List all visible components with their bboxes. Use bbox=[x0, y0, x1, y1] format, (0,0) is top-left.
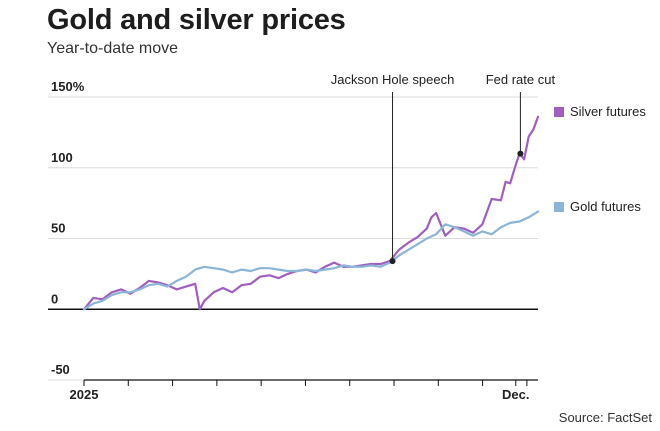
x-tick-label: Dec. bbox=[502, 387, 529, 402]
annotation-dot bbox=[389, 258, 396, 265]
chart-subtitle: Year-to-date move bbox=[47, 40, 179, 57]
y-tick-label: 150% bbox=[51, 79, 85, 94]
annotation-dot bbox=[517, 150, 524, 157]
chart-title: Gold and silver prices bbox=[47, 4, 346, 36]
series-line-gold-futures bbox=[82, 210, 540, 311]
y-tick-label: -50 bbox=[51, 362, 70, 377]
y-tick-label: 100 bbox=[51, 150, 73, 165]
y-tick-label: 0 bbox=[51, 291, 58, 306]
x-tick-label: 2025 bbox=[70, 387, 99, 402]
y-tick-label: 50 bbox=[51, 221, 65, 236]
annotation-label: Jackson Hole speech bbox=[331, 72, 455, 87]
source-note: Source: FactSet bbox=[558, 410, 652, 425]
legend-swatch bbox=[554, 107, 564, 117]
series-line-silver-futures bbox=[82, 115, 540, 311]
legend-label: Gold futures bbox=[570, 199, 641, 214]
annotation-label: Fed rate cut bbox=[486, 72, 556, 87]
legend-swatch bbox=[554, 202, 564, 212]
legend-label: Silver futures bbox=[570, 104, 646, 119]
